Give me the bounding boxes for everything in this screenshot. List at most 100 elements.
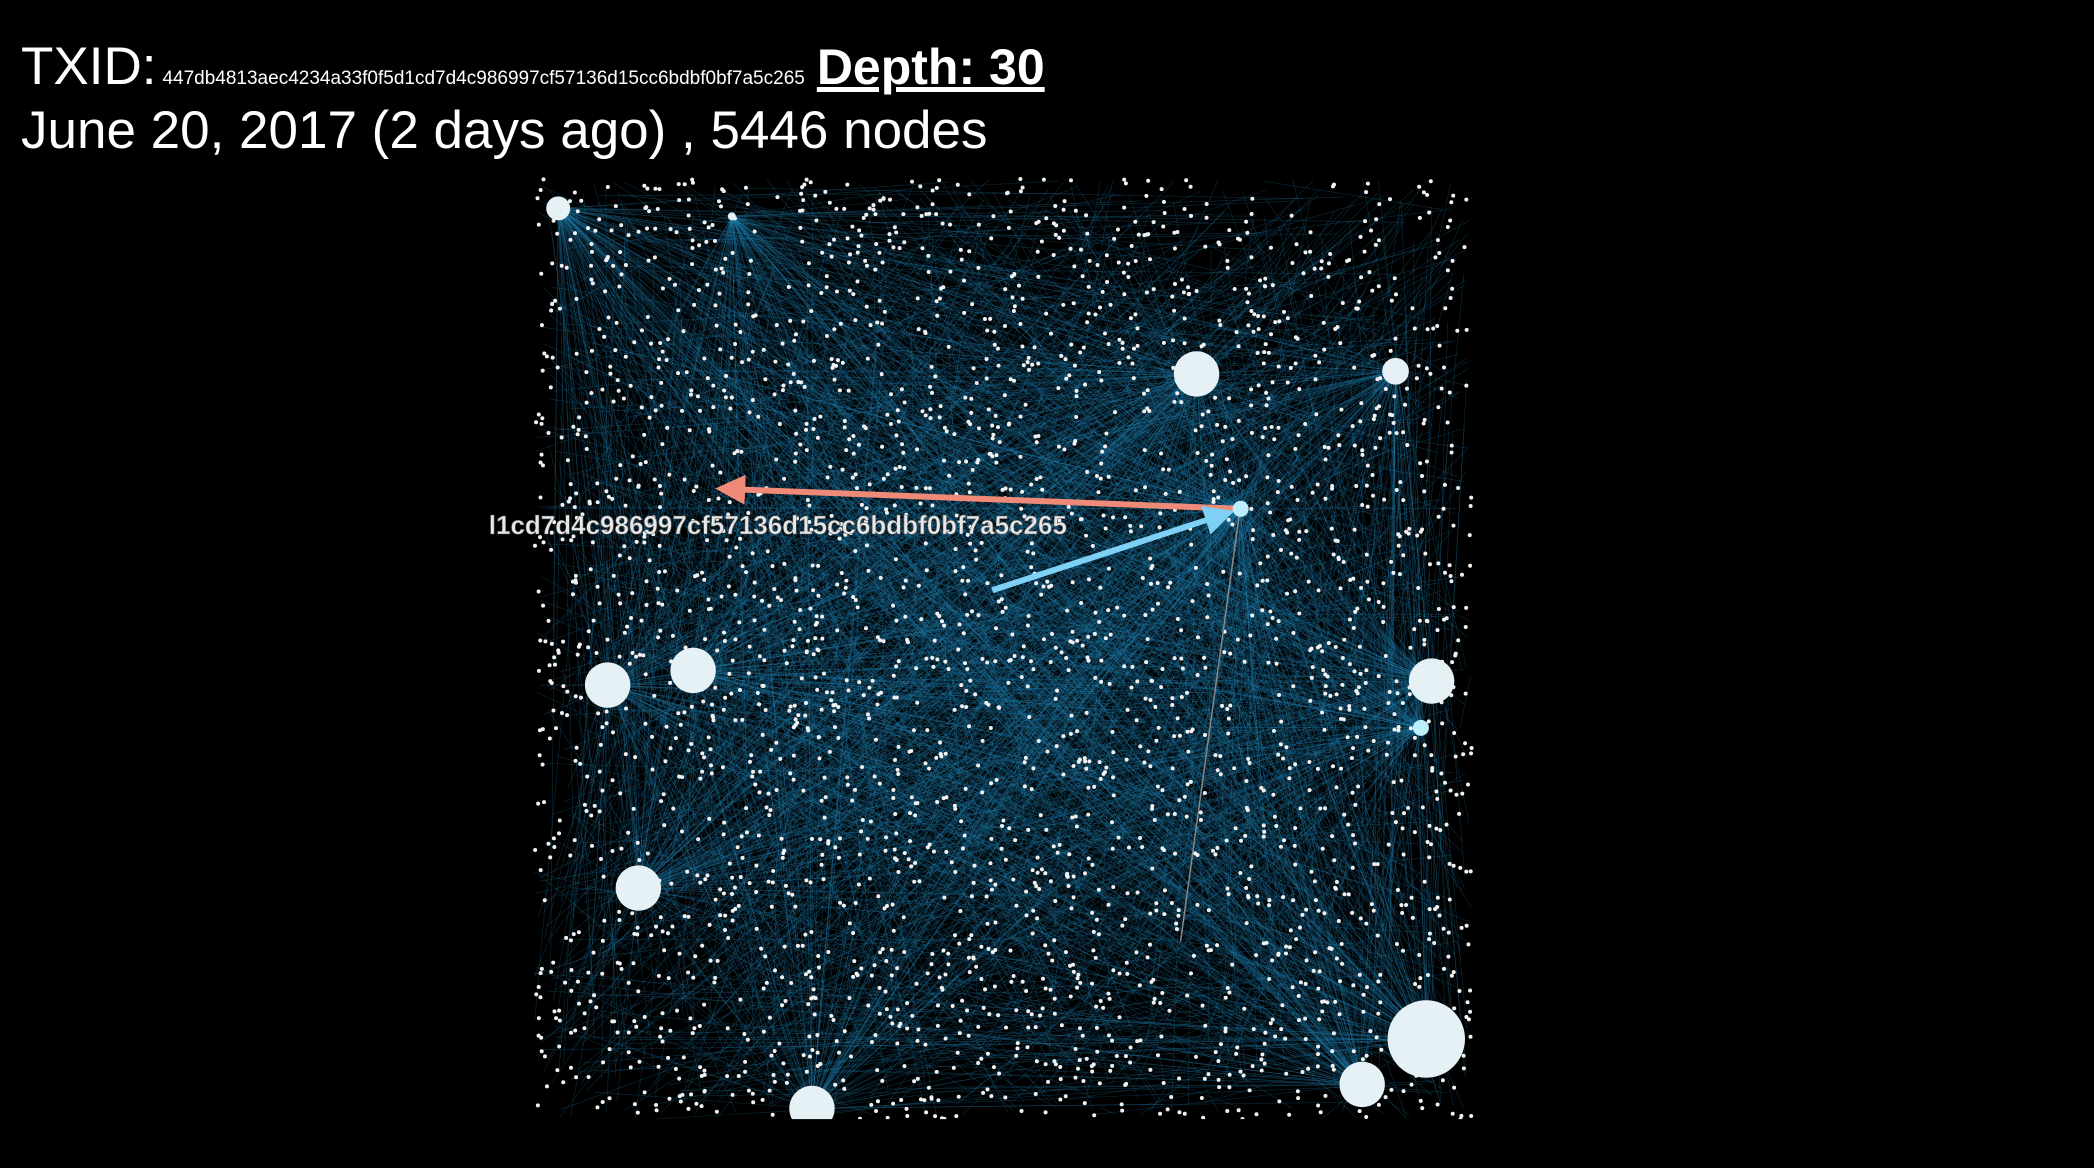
node: [924, 568, 929, 573]
edge: [558, 208, 1205, 299]
node: [573, 758, 578, 763]
edge: [821, 205, 1224, 664]
node: [1159, 1034, 1164, 1039]
node: [1173, 851, 1178, 856]
node: [939, 985, 944, 990]
node: [793, 451, 798, 456]
node: [687, 608, 692, 613]
node: [565, 458, 570, 463]
node: [1128, 1045, 1133, 1050]
node: [1144, 660, 1149, 665]
node: [1031, 908, 1036, 913]
node: [1263, 284, 1268, 289]
node: [1447, 897, 1452, 902]
node: [774, 457, 779, 462]
node: [1306, 579, 1311, 584]
node: [710, 463, 715, 468]
node: [1002, 393, 1007, 398]
node: [1070, 640, 1075, 645]
node: [1171, 338, 1176, 343]
node: [1080, 1033, 1085, 1038]
node: [541, 603, 546, 608]
edge: [1223, 247, 1363, 1085]
node: [532, 543, 537, 548]
edge: [731, 216, 983, 323]
edge: [557, 208, 939, 734]
node: [652, 693, 657, 698]
node: [1355, 306, 1360, 311]
node: [1353, 841, 1358, 846]
node: [767, 1088, 772, 1093]
node: [681, 329, 686, 334]
node: [1377, 404, 1382, 409]
node: [568, 938, 573, 943]
node: [980, 738, 985, 743]
node: [572, 505, 577, 510]
edge: [1010, 1038, 1427, 1056]
edge: [944, 366, 1197, 375]
node: [901, 915, 906, 920]
node: [1120, 923, 1125, 928]
node: [1390, 811, 1395, 816]
node: [548, 679, 553, 684]
edge: [1058, 579, 1415, 1003]
edge: [692, 464, 1189, 671]
node: [1176, 908, 1181, 913]
edge: [820, 258, 1323, 757]
node: [619, 846, 624, 851]
node: [745, 202, 750, 207]
node: [1250, 196, 1255, 201]
node: [824, 334, 829, 339]
node: [859, 502, 864, 507]
node: [660, 1011, 665, 1016]
edge: [607, 684, 762, 889]
edge: [985, 681, 1250, 956]
edge: [895, 372, 1427, 1040]
node: [1019, 1109, 1024, 1114]
node: [1202, 790, 1207, 795]
edge: [607, 684, 870, 810]
node: [1149, 566, 1154, 571]
node: [1352, 527, 1357, 532]
node: [1034, 581, 1039, 586]
node: [1364, 921, 1369, 926]
node: [608, 364, 613, 369]
edge: [607, 603, 1387, 686]
edge: [900, 830, 1277, 928]
node: [589, 391, 594, 396]
edge: [622, 719, 1259, 1112]
edge: [688, 920, 813, 1109]
node: [891, 796, 896, 801]
node: [1077, 1058, 1082, 1063]
node: [1404, 386, 1409, 391]
node: [1159, 451, 1164, 456]
edge: [722, 662, 1223, 1009]
node: [1175, 391, 1180, 396]
edge: [1196, 373, 1285, 896]
edge: [1415, 478, 1468, 1032]
node: [1072, 363, 1077, 368]
edge: [692, 267, 1196, 671]
edge: [1031, 326, 1092, 777]
edge: [897, 381, 1427, 553]
node: [736, 1073, 741, 1078]
edge: [969, 556, 1221, 785]
edge: [1444, 618, 1465, 876]
edge: [761, 308, 1334, 408]
node: [1249, 506, 1254, 511]
node: [878, 575, 883, 580]
node: [989, 1094, 994, 1099]
node: [944, 429, 949, 434]
node: [722, 820, 727, 825]
node: [1029, 482, 1034, 487]
node: [1378, 1000, 1383, 1005]
node: [1004, 1025, 1009, 1030]
edge: [624, 384, 1419, 522]
edge: [1228, 689, 1427, 1040]
node: [1246, 756, 1251, 761]
edge: [731, 216, 915, 924]
node: [825, 475, 830, 480]
node: [1021, 644, 1026, 649]
node: [733, 637, 738, 642]
node: [1291, 630, 1296, 635]
